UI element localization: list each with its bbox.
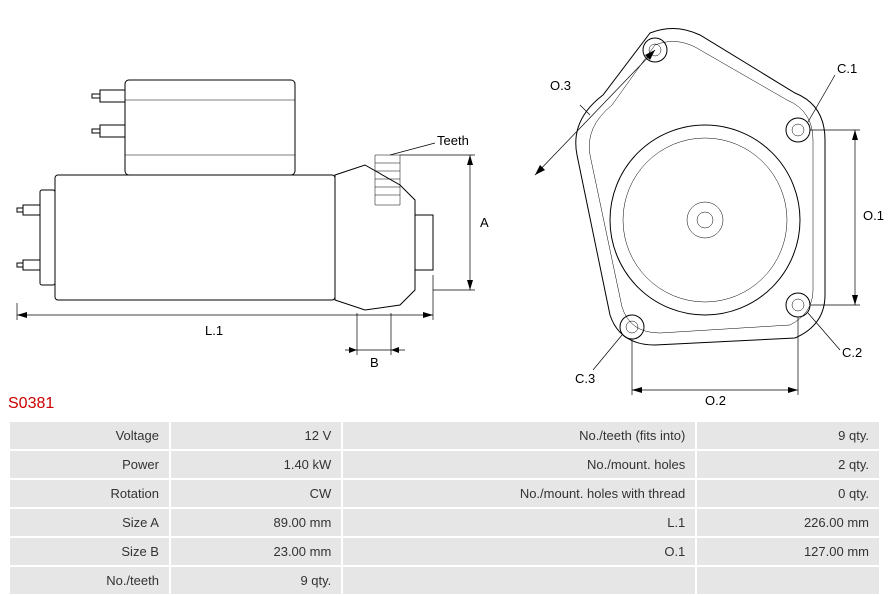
spec-label: No./teeth (fits into) [343, 422, 695, 449]
spec-value: 226.00 mm [697, 509, 879, 536]
spec-value: 89.00 mm [171, 509, 341, 536]
table-row: Size B 23.00 mm O.1 127.00 mm [10, 538, 879, 565]
table-row: Voltage 12 V No./teeth (fits into) 9 qty… [10, 422, 879, 449]
side-view-drawing: L.1 B A Teeth [5, 5, 505, 405]
table-row: Size A 89.00 mm L.1 226.00 mm [10, 509, 879, 536]
diagram-area: L.1 B A Teeth [0, 0, 889, 405]
spec-label: No./mount. holes with thread [343, 480, 695, 507]
spec-value: 9 qty. [697, 422, 879, 449]
spec-label: No./mount. holes [343, 451, 695, 478]
dim-label-c2: C.2 [842, 345, 862, 360]
spec-label: Size B [10, 538, 169, 565]
spec-value: 23.00 mm [171, 538, 341, 565]
dim-label-o2: O.2 [705, 393, 726, 405]
dim-label-l1: L.1 [205, 323, 223, 338]
part-number: S0381 [8, 395, 54, 413]
spec-label: Power [10, 451, 169, 478]
spec-label: Voltage [10, 422, 169, 449]
table-row: No./teeth 9 qty. [10, 567, 879, 594]
spec-label: L.1 [343, 509, 695, 536]
spec-value-empty [697, 567, 879, 594]
table-row: Rotation CW No./mount. holes with thread… [10, 480, 879, 507]
spec-value: 9 qty. [171, 567, 341, 594]
spec-value: CW [171, 480, 341, 507]
dim-label-c1: C.1 [837, 61, 857, 76]
dim-label-teeth: Teeth [437, 133, 469, 148]
spec-value: 2 qty. [697, 451, 879, 478]
spec-label: Rotation [10, 480, 169, 507]
spec-label-empty [343, 567, 695, 594]
dim-label-c3: C.3 [575, 371, 595, 386]
spec-label: O.1 [343, 538, 695, 565]
dim-label-b: B [370, 355, 379, 370]
spec-table: Voltage 12 V No./teeth (fits into) 9 qty… [8, 420, 881, 596]
spec-label: Size A [10, 509, 169, 536]
table-row: Power 1.40 kW No./mount. holes 2 qty. [10, 451, 879, 478]
spec-value: 1.40 kW [171, 451, 341, 478]
front-view-drawing: O.3 O.1 O.2 C.1 C.2 C.3 [515, 5, 885, 405]
dim-label-o3: O.3 [550, 78, 571, 93]
spec-label: No./teeth [10, 567, 169, 594]
spec-value: 0 qty. [697, 480, 879, 507]
spec-value: 127.00 mm [697, 538, 879, 565]
dim-label-a: A [480, 215, 489, 230]
spec-value: 12 V [171, 422, 341, 449]
dim-label-o1: O.1 [863, 208, 884, 223]
